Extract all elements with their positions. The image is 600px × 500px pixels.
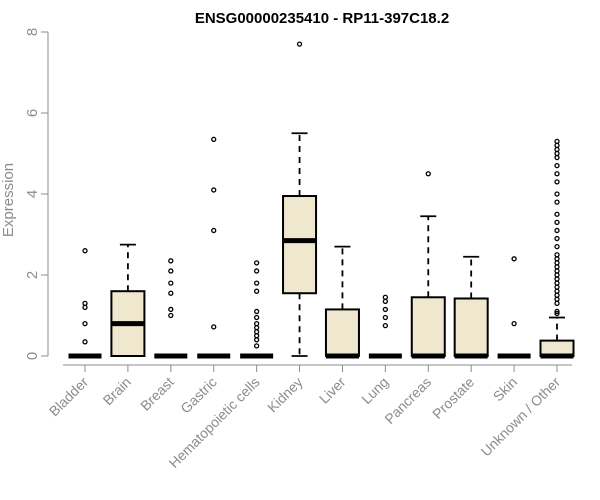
- box-unknown-other: [539, 138, 575, 359]
- outlier-point: [554, 219, 560, 226]
- x-tick-label: Breast: [137, 374, 177, 414]
- outlier-point: [253, 324, 260, 331]
- outlier-point: [168, 258, 174, 264]
- x-tick-label: Skin: [490, 374, 521, 405]
- outlier-point: [253, 308, 260, 315]
- outlier-point: [554, 235, 560, 242]
- outlier-point: [211, 227, 217, 234]
- x-tick-label: Lung: [358, 374, 391, 407]
- x-tick-label: Pancreas: [381, 374, 434, 427]
- box-body: [453, 297, 489, 357]
- outlier-point: [554, 227, 560, 234]
- outlier-point: [82, 304, 88, 311]
- box-brain: [110, 243, 146, 358]
- outlier-point: [253, 260, 260, 266]
- outlier-point: [253, 314, 260, 321]
- y-tick-label: 0: [24, 352, 41, 360]
- outlier-point: [425, 171, 431, 177]
- outlier-point: [554, 300, 560, 307]
- outlier-point: [168, 306, 174, 313]
- outlier-point: [382, 314, 389, 321]
- outlier-point: [82, 248, 88, 254]
- box-kidney: [282, 41, 318, 357]
- y-axis-label: Expression: [0, 163, 17, 237]
- box-skin: [497, 256, 531, 359]
- box-lung: [368, 294, 402, 359]
- outlier-point: [253, 280, 260, 286]
- x-tick-label: Gastric: [177, 374, 220, 417]
- outlier-point: [168, 290, 174, 296]
- outlier-point: [511, 320, 517, 327]
- outlier-point: [554, 276, 560, 282]
- outlier-point: [253, 268, 260, 274]
- outlier-point: [382, 298, 389, 304]
- outlier-point: [554, 296, 560, 302]
- outlier-point: [253, 343, 260, 349]
- outlier-point: [554, 171, 560, 177]
- boxes-layer: [68, 41, 575, 359]
- box-body: [410, 296, 446, 357]
- box-body: [324, 308, 360, 357]
- outlier-point: [253, 288, 260, 294]
- x-tick-label: Bladder: [46, 374, 92, 420]
- outlier-point: [168, 280, 174, 286]
- outlier-point: [554, 310, 560, 317]
- y-tick-label: 2: [24, 271, 41, 279]
- outlier-point: [382, 306, 389, 313]
- outlier-point: [554, 211, 560, 217]
- outlier-point: [554, 162, 560, 169]
- outlier-point: [554, 264, 560, 270]
- outlier-point: [554, 243, 560, 250]
- outlier-point: [554, 191, 560, 197]
- outlier-point: [554, 284, 560, 290]
- box-pancreas: [410, 171, 446, 359]
- outlier-point: [296, 41, 303, 47]
- x-tick-label: Liver: [316, 374, 349, 407]
- outlier-point: [554, 256, 560, 262]
- box-gastric: [197, 136, 231, 359]
- y-axis: 0 2 4 6 8: [24, 28, 49, 360]
- outlier-point: [253, 337, 260, 343]
- outlier-point: [168, 312, 174, 319]
- box-hematopoietic-cells: [240, 260, 274, 359]
- box-prostate: [453, 255, 489, 359]
- outlier-point: [82, 320, 88, 327]
- outlier-point: [554, 199, 560, 205]
- box-breast: [154, 258, 188, 359]
- outlier-point: [554, 146, 560, 153]
- outlier-point: [554, 150, 560, 157]
- x-tick-label: Unknown / Other: [478, 374, 564, 460]
- outlier-point: [211, 136, 217, 142]
- outlier-point: [382, 322, 389, 329]
- outlier-point: [554, 142, 560, 149]
- box-liver: [324, 245, 360, 359]
- outlier-point: [211, 187, 217, 193]
- y-tick-label: 8: [24, 28, 41, 36]
- chart-title: ENSG00000235410 - RP11-397C18.2: [195, 10, 449, 27]
- x-tick-label: Brain: [100, 374, 134, 408]
- box-bladder: [68, 248, 102, 359]
- outlier-point: [554, 308, 560, 315]
- x-tick-label: Kidney: [264, 374, 306, 416]
- outlier-point: [554, 154, 560, 161]
- outlier-point: [168, 268, 174, 274]
- x-tick-label: Prostate: [429, 374, 477, 422]
- outlier-point: [511, 256, 517, 262]
- outlier-point: [82, 339, 88, 345]
- outlier-point: [211, 324, 217, 330]
- y-tick-label: 6: [24, 109, 41, 117]
- box-body: [282, 195, 318, 295]
- outlier-point: [382, 294, 389, 300]
- y-tick-label: 4: [24, 190, 41, 198]
- outlier-point: [554, 179, 560, 185]
